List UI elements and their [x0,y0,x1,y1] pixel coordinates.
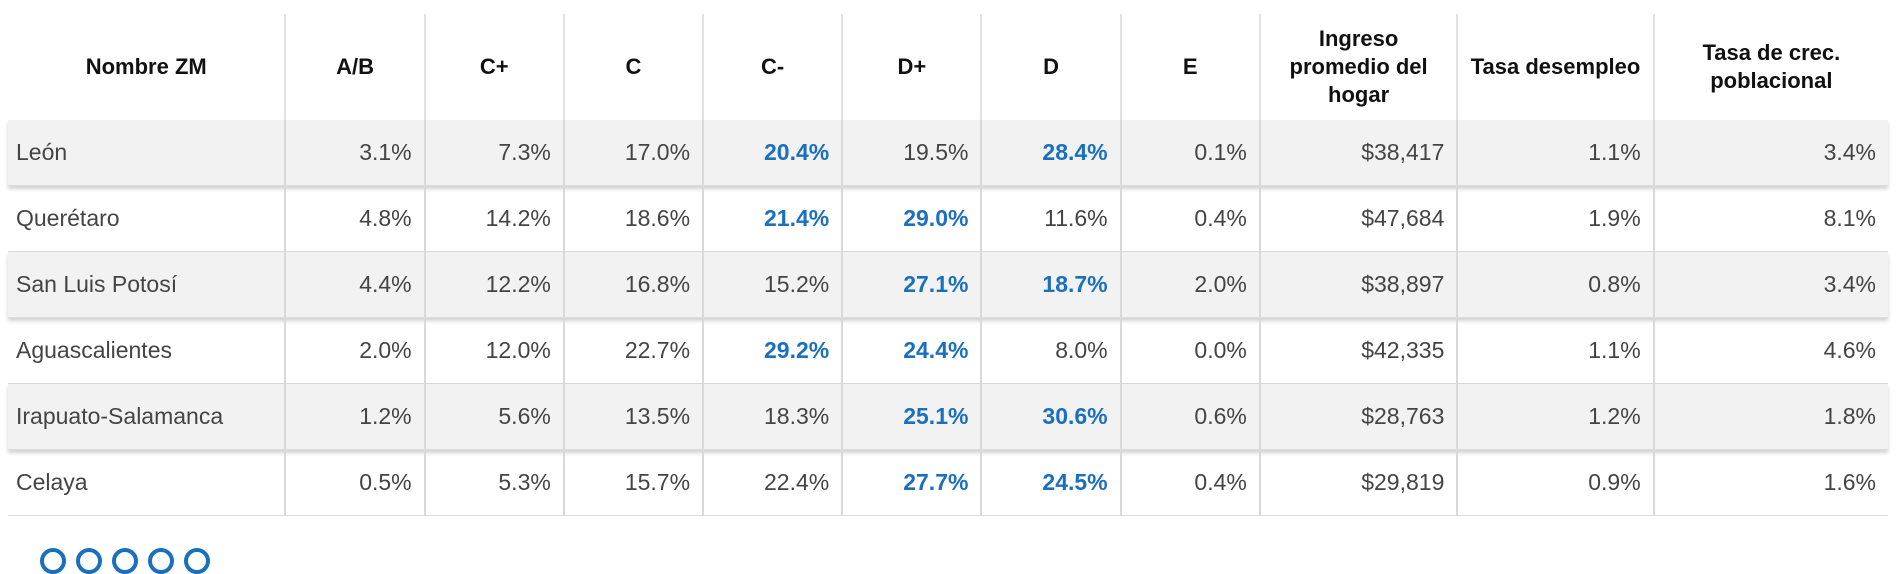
table-cell: 17.0% [564,120,705,186]
table-cell: 29.0% [843,186,983,252]
table-cell: 0.4% [1121,450,1261,516]
header-e: E [1122,14,1261,120]
table-cell: 0.9% [1458,450,1655,516]
table-cell: 0.1% [1121,120,1261,186]
table-cell: 1.1% [1458,120,1655,186]
table-cell: $47,684 [1260,186,1459,252]
page-dot[interactable] [184,548,210,574]
table-row: León 3.1% 7.3% 17.0% 20.4% 19.5% 28.4% 0.1% $38,… [8,120,1888,186]
table-row: Irapuato-Salamanca 1.2% 5.6% 13.5% 18.3% 25.1… [8,384,1888,450]
table-cell: $28,763 [1260,384,1459,450]
zm-socioeconomic-table: Nombre ZM A/B C+ C C- D+ D E Ingreso pro… [8,14,1888,516]
table-cell: 18.6% [564,186,705,252]
table-cell: $38,417 [1260,120,1459,186]
table-cell: 1.8% [1654,384,1888,450]
table-cell: 8.0% [982,318,1122,384]
table-cell: 0.4% [1121,186,1261,252]
pagination-dots [40,548,210,574]
table-cell: 29.2% [704,318,844,384]
table-cell: 30.6% [982,384,1122,450]
table-cell: 15.2% [704,252,844,318]
header-d-plus: D+ [843,14,983,120]
table-row: Celaya 0.5% 5.3% 15.7% 22.4% 27.7% 24.5% 0.4% $2… [8,450,1888,516]
table-cell: 3.4% [1654,252,1888,318]
table-cell: 1.9% [1458,186,1655,252]
table-cell: 1.2% [286,384,426,450]
table-cell: 5.3% [425,450,565,516]
zm-name-cell: San Luis Potosí [8,252,287,318]
header-c-minus: C- [704,14,844,120]
page-dot[interactable] [40,548,66,574]
table-cell: 1.6% [1654,450,1888,516]
table-body: León 3.1% 7.3% 17.0% 20.4% 19.5% 28.4% 0.1% $38,… [8,120,1888,516]
table-cell: 16.8% [564,252,705,318]
page-dot[interactable] [112,548,138,574]
table-cell: 21.4% [704,186,844,252]
table-cell: 0.8% [1458,252,1655,318]
header-c-plus: C+ [426,14,565,120]
table-cell: 27.7% [843,450,983,516]
zm-name-cell: Aguascalientes [8,318,287,384]
table-cell: 22.7% [564,318,705,384]
header-tasa-crec: Tasa de crec. poblacional [1702,40,1841,93]
table-cell: 12.2% [425,252,565,318]
header-d: D [982,14,1122,120]
table-row: Aguascalientes 2.0% 12.0% 22.7% 29.2% 24.4% 8.… [8,318,1888,384]
table-cell: 5.6% [425,384,565,450]
table-cell: 18.7% [982,252,1122,318]
zm-name-cell: Querétaro [8,186,287,252]
table-cell: 1.1% [1458,318,1655,384]
table-cell: 4.4% [286,252,426,318]
table-cell: 20.4% [704,120,844,186]
table-cell: 24.4% [843,318,983,384]
table-cell: 1.2% [1458,384,1655,450]
header-ingreso: Ingreso promedio del hogar [1261,14,1459,120]
table-cell: 15.7% [564,450,705,516]
table-header: Nombre ZM A/B C+ C C- D+ D E Ingreso pro… [8,14,1888,120]
header-ab: A/B [286,14,426,120]
table-cell: 11.6% [982,186,1122,252]
table-cell: 0.6% [1121,384,1261,450]
table-cell: $38,897 [1260,252,1459,318]
table-cell: 3.4% [1654,120,1888,186]
table-cell: 18.3% [704,384,844,450]
header-c: C [565,14,705,120]
table-cell: 24.5% [982,450,1122,516]
table-cell: 4.8% [286,186,426,252]
table-cell: 14.2% [425,186,565,252]
header-tasa-desempleo: Tasa desempleo [1458,14,1655,120]
table-cell: 0.5% [286,450,426,516]
table-cell: $42,335 [1260,318,1459,384]
page-dot[interactable] [148,548,174,574]
data-table-container: Nombre ZM A/B C+ C C- D+ D E Ingreso pro… [8,14,1888,516]
header-nombre-zm: Nombre ZM [8,14,287,120]
table-cell: 4.6% [1654,318,1888,384]
table-cell: $29,819 [1260,450,1459,516]
table-cell: 0.0% [1121,318,1261,384]
table-cell: 25.1% [843,384,983,450]
table-cell: 3.1% [286,120,426,186]
table-cell: 8.1% [1654,186,1888,252]
table-cell: 2.0% [286,318,426,384]
table-cell: 22.4% [704,450,844,516]
page-dot[interactable] [76,548,102,574]
header-row: Nombre ZM A/B C+ C C- D+ D E Ingreso pro… [8,14,1888,120]
zm-name-cell: Celaya [8,450,287,516]
table-cell: 19.5% [843,120,983,186]
table-cell: 13.5% [564,384,705,450]
zm-name-cell: Irapuato-Salamanca [8,384,287,450]
table-cell: 28.4% [982,120,1122,186]
table-cell: 7.3% [425,120,565,186]
table-cell: 27.1% [843,252,983,318]
table-cell: 2.0% [1121,252,1261,318]
table-row: Querétaro 4.8% 14.2% 18.6% 21.4% 29.0% 11.6% 0.… [8,186,1888,252]
table-cell: 12.0% [425,318,565,384]
table-row: San Luis Potosí 4.4% 12.2% 16.8% 15.2% 27.1% 1… [8,252,1888,318]
zm-name-cell: León [8,120,287,186]
